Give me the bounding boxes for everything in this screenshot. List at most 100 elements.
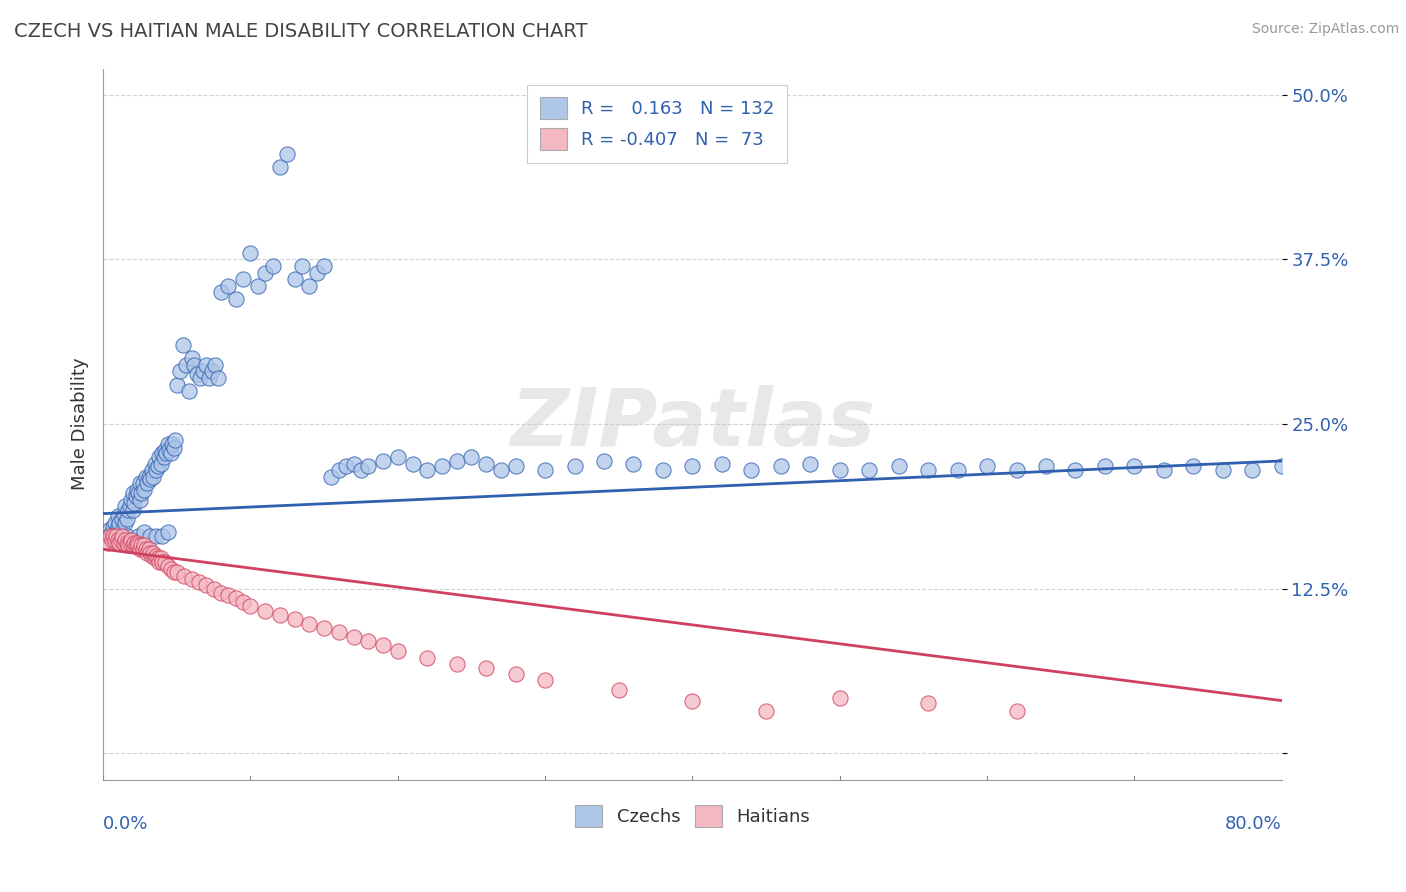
Point <box>1005 704 1028 718</box>
Point <box>209 285 232 300</box>
Point <box>430 459 453 474</box>
Point <box>121 538 143 552</box>
Point <box>134 483 156 497</box>
Point <box>225 292 247 306</box>
Point <box>401 457 423 471</box>
Point <box>96 535 118 549</box>
Point <box>269 607 291 622</box>
Point <box>162 437 184 451</box>
Point <box>534 673 557 687</box>
Point <box>246 278 269 293</box>
Legend: Czechs, Haitians: Czechs, Haitians <box>568 798 817 835</box>
Point <box>150 446 173 460</box>
Point <box>276 147 298 161</box>
Point <box>117 502 139 516</box>
Point <box>799 457 821 471</box>
Point <box>112 507 135 521</box>
Point <box>103 529 125 543</box>
Point <box>108 516 131 530</box>
Text: Source: ZipAtlas.com: Source: ZipAtlas.com <box>1251 22 1399 37</box>
Point <box>136 476 159 491</box>
Point <box>209 585 232 599</box>
Point <box>173 568 195 582</box>
Point <box>254 604 277 618</box>
Point <box>134 538 156 552</box>
Point <box>321 469 343 483</box>
Point <box>232 595 254 609</box>
Point <box>139 472 162 486</box>
Point <box>505 459 527 474</box>
Point <box>163 441 186 455</box>
Point <box>138 542 160 557</box>
Point <box>314 259 336 273</box>
Point <box>145 463 167 477</box>
Point <box>198 371 221 385</box>
Point <box>446 454 468 468</box>
Point <box>357 459 380 474</box>
Point <box>138 469 160 483</box>
Point <box>121 502 143 516</box>
Point <box>262 259 284 273</box>
Point <box>110 533 132 547</box>
Point <box>111 512 134 526</box>
Point <box>150 555 173 569</box>
Point <box>387 643 409 657</box>
Point <box>120 533 142 547</box>
Point <box>740 463 762 477</box>
Point <box>121 485 143 500</box>
Point <box>254 266 277 280</box>
Point <box>828 463 851 477</box>
Point <box>1035 459 1057 474</box>
Point <box>593 454 616 468</box>
Point <box>135 469 157 483</box>
Point <box>328 463 350 477</box>
Point <box>475 457 498 471</box>
Point <box>1123 459 1146 474</box>
Point <box>239 599 262 613</box>
Point <box>681 693 703 707</box>
Point <box>202 582 225 596</box>
Point <box>1182 459 1205 474</box>
Point <box>124 538 146 552</box>
Point <box>416 463 439 477</box>
Point <box>124 490 146 504</box>
Point <box>118 499 141 513</box>
Point <box>217 588 239 602</box>
Point <box>115 535 138 549</box>
Point <box>163 565 186 579</box>
Point <box>755 704 778 718</box>
Text: 0.0%: 0.0% <box>103 815 149 833</box>
Point <box>117 538 139 552</box>
Point <box>96 529 118 543</box>
Point <box>127 538 149 552</box>
Point <box>284 272 307 286</box>
Point <box>111 529 134 543</box>
Point <box>104 516 127 530</box>
Point <box>152 450 174 464</box>
Point <box>114 533 136 547</box>
Point <box>180 351 202 366</box>
Point <box>1271 459 1294 474</box>
Point <box>342 457 364 471</box>
Point <box>131 538 153 552</box>
Point <box>195 578 218 592</box>
Point <box>387 450 409 464</box>
Point <box>127 529 149 543</box>
Point <box>146 551 169 566</box>
Point <box>143 457 166 471</box>
Point <box>1005 463 1028 477</box>
Point <box>149 551 172 566</box>
Point <box>946 463 969 477</box>
Point <box>350 463 373 477</box>
Point <box>489 463 512 477</box>
Point <box>101 533 124 547</box>
Y-axis label: Male Disability: Male Disability <box>72 358 89 491</box>
Point <box>108 535 131 549</box>
Point <box>371 454 394 468</box>
Point <box>652 463 675 477</box>
Point <box>207 371 229 385</box>
Point <box>357 634 380 648</box>
Point <box>201 364 224 378</box>
Point <box>710 457 733 471</box>
Point <box>160 562 183 576</box>
